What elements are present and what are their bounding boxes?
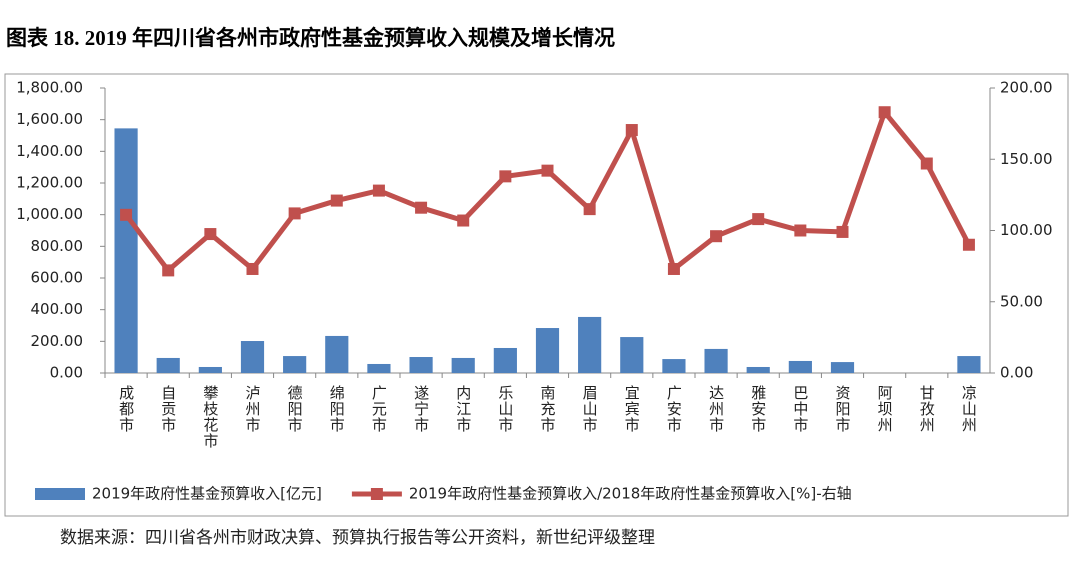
bar: [578, 316, 602, 373]
bar: [830, 362, 855, 373]
source-note: 数据来源：四川省各州市财政决算、预算执行报告等公开资料，新世纪评级整理: [60, 528, 655, 548]
marker: [583, 203, 596, 216]
bar: [325, 335, 349, 373]
marker: [288, 207, 301, 220]
marker: [204, 228, 217, 241]
y2-tick-label: 100.00: [1000, 221, 1053, 239]
bar: [788, 360, 812, 373]
bar: [620, 337, 644, 373]
y-tick-label: 1,200.00: [16, 174, 83, 192]
marker: [794, 224, 807, 237]
line: [124, 109, 972, 273]
x-tick-label: 遂宁市: [412, 385, 430, 433]
marker: [457, 214, 470, 227]
bar: [409, 357, 433, 373]
x-tick-label: 成都市: [117, 385, 135, 433]
legend-label: 2019年政府性基金预算收入/2018年政府性基金预算收入[%]-右轴: [409, 485, 852, 503]
marker: [330, 194, 343, 207]
y-tick-label: 1,800.00: [16, 79, 83, 97]
x-tick-label: 眉山市: [581, 385, 599, 433]
marker: [667, 262, 680, 275]
y2-tick-label: 0.00: [1000, 364, 1033, 382]
marker: [246, 262, 259, 275]
x-tick-label: 德阳市: [286, 384, 304, 433]
bar: [957, 356, 981, 373]
y-tick-label: 1,000.00: [16, 205, 83, 223]
bar: [240, 341, 265, 373]
x-tick-label: 雅安市: [749, 385, 767, 433]
bar: [704, 348, 728, 373]
marker: [541, 164, 554, 177]
x-tick-label: 达州市: [707, 385, 725, 433]
x-tick-label: 乐山市: [496, 385, 514, 433]
y2-tick-label: 200.00: [1000, 79, 1053, 97]
marker: [836, 225, 849, 238]
bar: [493, 347, 517, 373]
chart-frame: [4, 73, 1069, 517]
marker: [710, 230, 723, 243]
marker: [920, 157, 933, 170]
x-tick-label: 自贡市: [159, 385, 177, 433]
marker: [752, 213, 765, 226]
marker: [962, 238, 975, 251]
x-tick-label: 内江市: [454, 385, 472, 433]
y-tick-label: 200.00: [31, 332, 84, 350]
y-tick-label: 1,600.00: [16, 110, 83, 128]
x-tick-label: 攀枝花市: [201, 385, 219, 449]
x-tick-label: 广元市: [370, 385, 388, 433]
x-tick-label: 巴中市: [791, 385, 809, 433]
bar: [114, 128, 138, 373]
x-tick-label: 资阳市: [834, 385, 852, 433]
x-tick-label: 宜宾市: [623, 385, 641, 433]
y-tick-label: 400.00: [31, 300, 84, 318]
x-tick-label: 广安市: [665, 385, 683, 433]
x-tick-label: 泸州市: [244, 385, 262, 433]
x-tick-label: 南充市: [539, 385, 557, 433]
y-tick-label: 600.00: [31, 269, 84, 287]
x-tick-label: 绵阳市: [328, 385, 346, 433]
bar: [662, 359, 686, 373]
bar: [283, 356, 307, 373]
bar: [746, 366, 770, 373]
y2-tick-label: 50.00: [1000, 292, 1043, 310]
legend-label: 2019年政府性基金预算收入[亿元]: [92, 485, 322, 503]
bar: [367, 363, 391, 373]
bar: [535, 328, 560, 373]
y-tick-label: 800.00: [31, 237, 84, 255]
y-tick-label: 0.00: [50, 364, 83, 382]
chart-title: 图表 18. 2019 年四川省各州市政府性基金预算收入规模及增长情况: [6, 26, 615, 50]
x-tick-label: 凉山州: [960, 385, 978, 433]
bar: [451, 357, 475, 373]
x-tick-label: 阿坝州: [876, 385, 894, 433]
marker: [120, 208, 133, 221]
legend-swatch: [35, 488, 85, 500]
marker: [415, 201, 428, 214]
bar: [156, 357, 180, 373]
y2-tick-label: 150.00: [1000, 150, 1053, 168]
marker: [625, 124, 638, 137]
marker: [372, 184, 385, 197]
bar: [198, 366, 222, 373]
marker: [499, 170, 512, 183]
y-tick-label: 1,400.00: [16, 142, 83, 160]
marker: [162, 264, 175, 277]
x-tick-label: 甘孜州: [918, 385, 936, 433]
marker: [878, 106, 891, 119]
legend-swatch: [370, 488, 383, 500]
